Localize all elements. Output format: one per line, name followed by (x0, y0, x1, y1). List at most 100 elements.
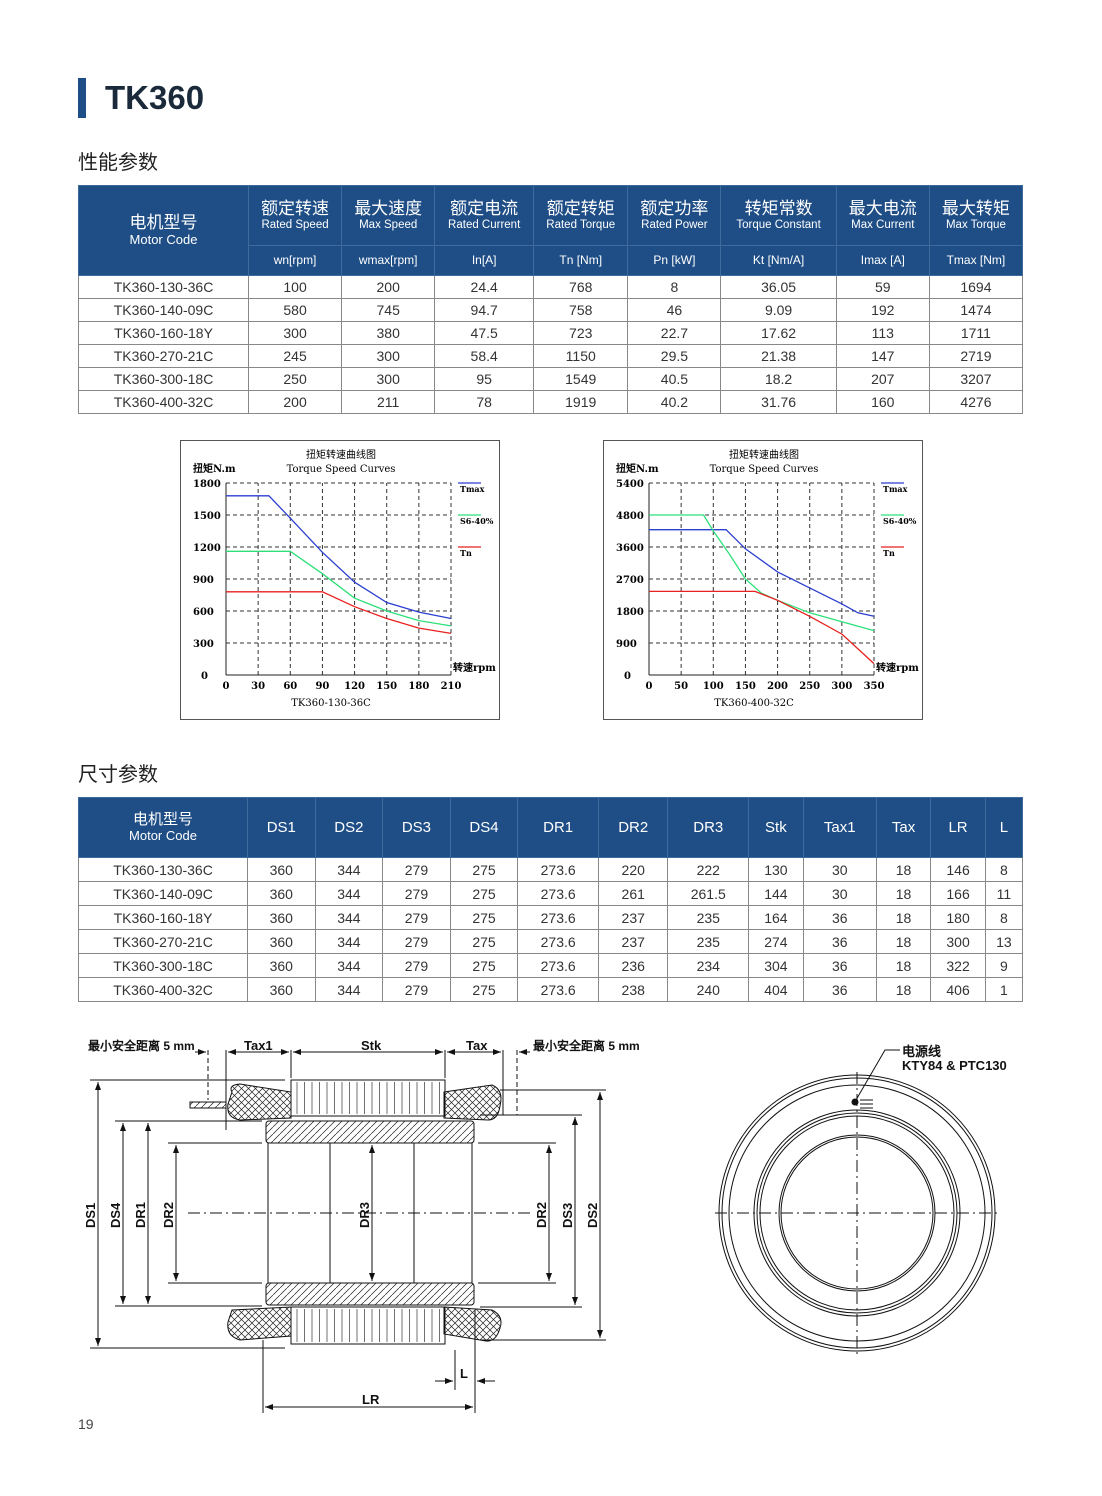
table-cell: 166 (930, 881, 986, 906)
header-col: DR3 (667, 797, 750, 858)
table-cell: 279 (382, 881, 451, 906)
table-cell: TK360-140-09C (78, 298, 249, 322)
table-cell: 1549 (533, 367, 629, 391)
torque-speed-chart-2: 扭矩转速曲线图 Torque Speed Curves 扭矩N.m 转速rpm TK36… (603, 440, 923, 720)
x-tick-label: 30 (251, 681, 265, 692)
table-cell: 18.2 (720, 367, 837, 391)
table-cell: 1 (984, 977, 1024, 1002)
table-cell: 220 (597, 857, 669, 882)
table-row: TK360-130-36C 360 344 279 275 273.6 220 222 130 3… (78, 857, 1024, 882)
table-cell: 40.5 (627, 367, 722, 391)
header-col: 最大速度 Max Speed (341, 185, 436, 246)
table-cell: TK360-300-18C (78, 367, 249, 391)
y-tick-label: 3600 (616, 543, 644, 554)
table-cell: 18 (875, 857, 932, 882)
y-tick-label: 1800 (616, 607, 644, 618)
table-cell: 274 (748, 929, 804, 954)
ds3-label: DS3 (560, 1203, 575, 1228)
table-cell: 18 (875, 929, 932, 954)
cable-label-en: KTY84 & PTC130 (902, 1058, 1007, 1073)
table-cell: 18 (875, 977, 932, 1002)
table-cell: 300 (930, 929, 986, 954)
y-tick-label: 5400 (616, 479, 644, 490)
table-cell: 273.6 (517, 953, 599, 978)
l-label: L (460, 1366, 468, 1381)
y-tick-label: 900 (193, 575, 214, 586)
table-cell: 1711 (928, 321, 1024, 345)
chart-caption: TK360-400-32C (714, 698, 794, 709)
table-cell: 9 (984, 953, 1024, 978)
header-cn: 额定转矩 (546, 199, 615, 219)
table-cell: 18 (875, 881, 932, 906)
x-tick-label: 0 (646, 681, 653, 692)
series-line-S6-40% (226, 550, 452, 627)
ds4-label: DS4 (108, 1202, 123, 1228)
y-tick-label: 0 (624, 671, 631, 682)
table-cell: 273.6 (517, 929, 599, 954)
y-tick-label: 4800 (616, 511, 644, 522)
header-cn: 电机型号 (132, 811, 193, 829)
table-cell: 8 (627, 275, 722, 299)
x-tick-label: 300 (831, 681, 852, 692)
x-tick-label: 90 (315, 681, 329, 692)
x-tick-label: 0 (223, 681, 230, 692)
table-cell: 275 (449, 881, 519, 906)
series-line-Tmax (226, 495, 452, 620)
header-unit: Tmax [Nm] (928, 245, 1024, 276)
table-cell: 1474 (928, 298, 1024, 322)
y-axis-label: 扭矩N.m (193, 462, 236, 475)
header-en: Motor Code (129, 231, 198, 247)
chart-caption: TK360-130-36C (291, 698, 371, 709)
table-cell: TK360-400-32C (78, 390, 249, 414)
series-line-Tn (649, 590, 875, 665)
table-cell: 18 (875, 953, 932, 978)
cable-lead (189, 1101, 227, 1109)
table-cell: 78 (434, 390, 535, 414)
y-tick-label: 900 (616, 639, 637, 650)
y-tick-label: 300 (193, 639, 214, 650)
legend-label: S6-40% (460, 516, 494, 526)
header-col: DS2 (314, 797, 384, 858)
header-en: Rated Speed (261, 218, 329, 231)
table-cell: 36 (802, 977, 877, 1002)
table-cell: 31.76 (720, 390, 837, 414)
chart-subtitle: Torque Speed Curves (710, 464, 819, 475)
table-cell: 147 (835, 344, 930, 368)
table-cell: 4276 (928, 390, 1024, 414)
table-cell: 275 (449, 977, 519, 1002)
table-cell: 8 (984, 857, 1024, 882)
header-cn: 最大电流 (848, 199, 917, 219)
header-col: Stk (748, 797, 804, 858)
table-cell: 360 (247, 881, 316, 906)
dr2-right-label: DR2 (534, 1202, 549, 1228)
dimensions-table: 电机型号 Motor Code DS1 DS2 DS3 DS4 DR1 DR2 DR3 Stk… (78, 797, 1024, 1002)
series-line-Tn (226, 591, 452, 635)
rotor-top (265, 1120, 475, 1144)
rotor-bore (267, 1142, 473, 1284)
lr-label: LR (362, 1392, 380, 1407)
front-view (715, 1049, 1000, 1355)
table-cell: 360 (247, 953, 316, 978)
table-cell: 235 (667, 905, 750, 930)
cable-exit-icon (851, 1098, 859, 1106)
table-cell: 404 (748, 977, 804, 1002)
safety-distance-right-label: 最小安全距离 5 mm (533, 1038, 640, 1053)
table-cell: 344 (314, 977, 384, 1002)
legend-label: Tn (460, 548, 472, 558)
x-tick-label: 50 (674, 681, 688, 692)
header-col: DS4 (449, 797, 519, 858)
table-cell: 235 (667, 929, 750, 954)
tax1-label: Tax1 (244, 1038, 273, 1053)
table-cell: 160 (835, 390, 930, 414)
table-row: TK360-270-21C 360 344 279 275 273.6 237 235 274 3… (78, 929, 1024, 954)
table-cell: 222 (667, 857, 750, 882)
header-en: Torque Constant (736, 218, 821, 231)
chart-subtitle: Torque Speed Curves (287, 464, 396, 475)
x-tick-label: 120 (344, 681, 365, 692)
table-cell: 275 (449, 857, 519, 882)
tax-label: Tax (466, 1038, 488, 1053)
stator-bottom (290, 1306, 446, 1345)
table-cell: 273.6 (517, 977, 599, 1002)
table-cell: 3207 (928, 367, 1024, 391)
